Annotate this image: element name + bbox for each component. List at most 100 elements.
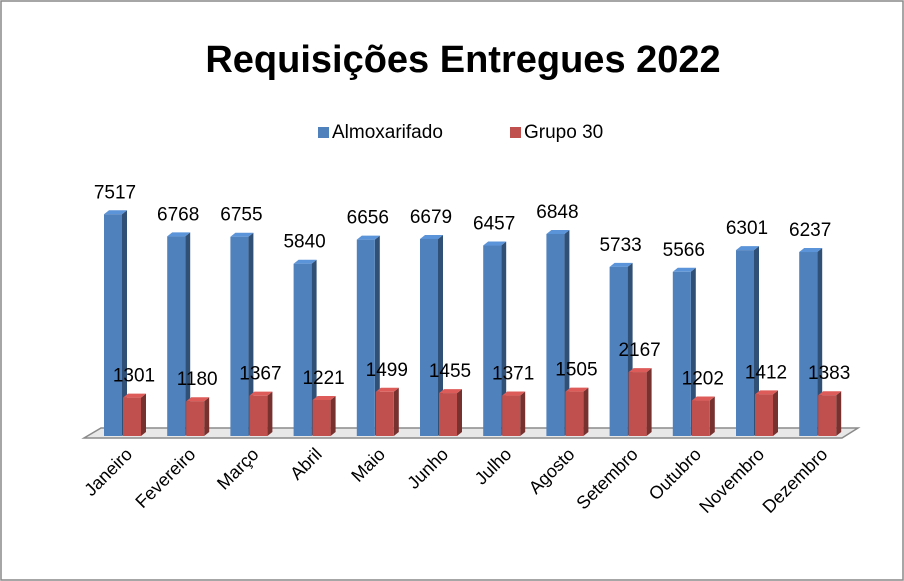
bar-side (836, 391, 842, 436)
bar (628, 372, 647, 436)
data-label: 1301 (113, 366, 155, 387)
bar-side (311, 259, 317, 436)
bar (420, 238, 438, 436)
chart-title: Requisições Entregues 2022 (205, 39, 720, 81)
bar-top (818, 391, 842, 396)
bar-side (248, 232, 254, 436)
bar-top (609, 262, 633, 267)
floor (81, 427, 861, 439)
bar-side (709, 396, 715, 436)
bar-top (420, 234, 443, 239)
bar-side (122, 210, 127, 436)
data-label: 1180 (177, 369, 218, 390)
data-label: 6457 (473, 214, 515, 235)
bar (167, 236, 186, 436)
bar-top (736, 246, 759, 251)
bar-top (439, 389, 462, 394)
bar (818, 395, 837, 436)
bar-top (628, 368, 652, 373)
bar-side (438, 234, 443, 436)
bar-side (520, 391, 526, 436)
bar-side (583, 387, 589, 436)
data-label: 1367 (239, 364, 281, 385)
bar (691, 400, 710, 436)
bar-side (393, 387, 399, 436)
bar-top (293, 259, 317, 264)
data-label: 1412 (745, 362, 787, 383)
bar-side (690, 267, 696, 436)
bar (356, 239, 375, 436)
bar (249, 395, 268, 436)
data-label: 1202 (682, 369, 724, 390)
bar-top (502, 391, 526, 396)
data-label: 5840 (283, 232, 325, 253)
bar-top (167, 232, 191, 237)
bar-top (672, 267, 696, 272)
bar-top (799, 248, 823, 253)
bar-side (204, 397, 210, 436)
bar (439, 393, 457, 436)
bar-top (123, 393, 146, 398)
bar-side (501, 241, 507, 436)
bar-side (457, 389, 462, 436)
bar (123, 397, 141, 436)
bar-top (356, 235, 380, 240)
bar-top (565, 387, 589, 392)
bar-side (330, 395, 336, 436)
bar-top (691, 396, 715, 401)
bar-top (312, 395, 336, 400)
bar (565, 391, 584, 436)
bar (104, 214, 122, 436)
bar-top (483, 241, 507, 246)
bar-top (546, 229, 570, 234)
bar (546, 233, 565, 436)
bar-side (185, 232, 191, 436)
data-label: 7517 (94, 182, 136, 203)
legend-label: Grupo 30 (524, 122, 603, 143)
data-label: 2167 (618, 340, 660, 361)
data-label: 6679 (410, 207, 452, 228)
bar-side (817, 248, 823, 436)
data-label: 6755 (220, 205, 262, 226)
bar-top (230, 232, 254, 237)
bar (672, 271, 691, 436)
data-label: 1499 (366, 360, 408, 381)
bar-top (186, 397, 210, 402)
bar (312, 399, 331, 436)
data-label: 6848 (536, 202, 578, 223)
bar-top (375, 387, 399, 392)
bar-side (267, 391, 273, 436)
bar (293, 263, 312, 436)
data-label: 6656 (347, 208, 389, 229)
bar-side (141, 393, 146, 436)
bar-side (754, 246, 759, 436)
legend-label: Almoxarifado (332, 122, 443, 143)
bar (230, 236, 249, 436)
bar (609, 266, 628, 436)
data-label: 1383 (808, 363, 850, 384)
bar-side (773, 390, 778, 436)
legend-swatch (510, 127, 521, 138)
data-label: 6237 (789, 220, 831, 241)
bar (483, 245, 502, 436)
bar (502, 395, 521, 436)
bar-top (755, 390, 778, 395)
data-label: 1371 (492, 364, 534, 385)
data-label: 5733 (599, 235, 641, 256)
data-label: 5566 (663, 240, 705, 261)
bar (755, 394, 773, 436)
bar (186, 401, 205, 436)
data-label: 6768 (157, 204, 199, 225)
bar-top (249, 391, 273, 396)
data-label: 1221 (302, 368, 344, 389)
bar-side (374, 235, 380, 436)
legend-swatch (318, 127, 329, 138)
data-label: 1505 (555, 360, 597, 381)
bar-side (646, 368, 652, 436)
bar (736, 250, 754, 436)
bar (799, 252, 818, 436)
data-label: 6301 (726, 218, 768, 239)
bar-side (564, 229, 570, 436)
bar (375, 391, 394, 436)
